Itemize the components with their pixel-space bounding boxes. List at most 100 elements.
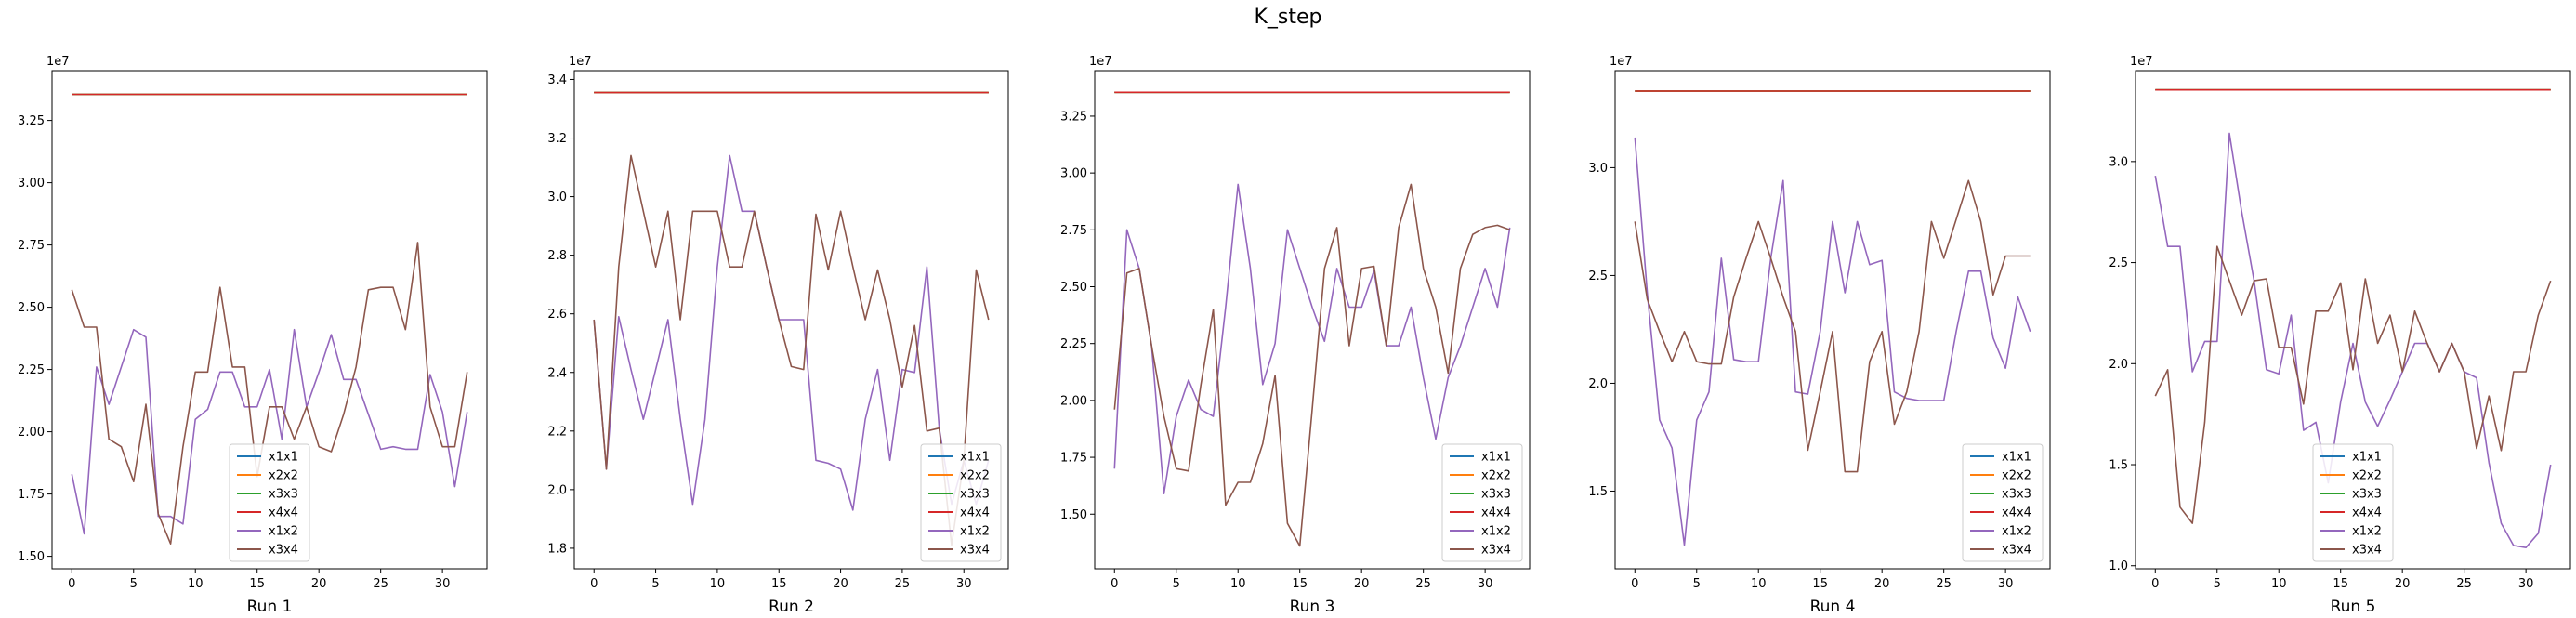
x-tick-label: 5 [130,577,138,591]
legend-label-x4x4: x4x4 [2002,506,2031,520]
y-tick-label: 1.50 [1060,508,1087,522]
legend-label-x1x2: x1x2 [960,525,990,539]
legend: x1x1 x2x2 x3x3 x4x4 x1x2 x3x4 [2312,443,2394,562]
axes-frame [2135,70,2571,570]
y-tick-label: 2.8 [547,249,567,263]
legend-label-x1x2: x1x2 [2002,525,2031,539]
legend-label-x3x3: x3x3 [2002,488,2031,502]
series-group [1113,91,1511,547]
subplot-run-2: 0 5 10 15 20 25 30 1.8 2.0 2.2 2.4 2.6 2.8 3.0 3.2 3.41… [547,55,1009,616]
y-tick-label: 3.0 [1588,162,1608,176]
y-tick-label: 1.75 [18,488,45,502]
y-tick-label: 3.4 [547,73,567,87]
subplot-title: Run 4 [1810,598,1856,616]
legend-label-x3x4: x3x4 [960,544,990,558]
x-tick-label: 20 [2395,577,2411,591]
axes-frame [573,70,1009,570]
x-tick-label: 30 [1478,577,1493,591]
series-group [71,93,468,546]
series-line-x1x2 [593,154,990,511]
y-tick-label: 3.00 [1060,167,1087,181]
series-line-x3x4 [2154,245,2552,524]
legend-label-x1x1: x1x1 [269,451,298,465]
x-tick-label: 10 [188,577,204,591]
y-tick-label: 2.0 [2109,358,2128,372]
y-offset-label: 1e7 [2130,55,2153,69]
x-tick-label: 15 [1812,577,1828,591]
y-offset-label: 1e7 [1089,55,1112,69]
x-tick-label: 15 [2333,577,2348,591]
x-tick-label: 5 [1693,577,1701,591]
y-tick-label: 2.50 [1060,281,1087,295]
x-tick-label: 20 [1354,577,1370,591]
subplot-title: Run 3 [1290,598,1335,616]
subplot-run-3: 0 5 10 15 20 25 30 1.50 1.75 2.00 2.25 2.50 2.75 3.00… [1060,55,1531,616]
y-tick-label: 2.0 [1588,377,1608,391]
subplot-title: Run 1 [247,598,293,616]
y-tick-label: 3.0 [2109,155,2128,169]
y-offset-label: 1e7 [569,55,592,69]
series-line-x3x4 [593,154,990,546]
x-tick-label: 10 [2271,577,2287,591]
legend-label-x2x2: x2x2 [269,469,298,483]
series-line-x1x2 [1113,183,1511,495]
legend-label-x4x4: x4x4 [269,506,298,520]
subplot-title: Run 2 [769,598,814,616]
legend: x1x1 x2x2 x3x3 x4x4 x1x2 x3x4 [920,443,1002,562]
y-tick-label: 2.75 [18,239,45,253]
y-tick-label: 2.4 [547,366,567,380]
series-line-x3x4 [1634,179,2031,473]
x-tick-label: 30 [435,577,451,591]
x-tick-label: 30 [956,577,972,591]
axes-frame [51,70,488,570]
y-tick-label: 3.25 [18,114,45,128]
y-tick-label: 2.6 [547,308,567,322]
x-tick-label: 5 [2214,577,2221,591]
x-tick-label: 0 [590,577,598,591]
y-tick-label: 2.00 [18,426,45,440]
legend-label-x1x2: x1x2 [2352,525,2382,539]
legend-label-x3x4: x3x4 [2002,544,2031,558]
y-tick-label: 1.50 [18,550,45,564]
x-tick-label: 15 [1292,577,1308,591]
legend-box [1441,443,1523,562]
x-tick-label: 15 [249,577,265,591]
y-tick-label: 1.5 [2109,459,2128,473]
y-tick-label: 3.00 [18,177,45,191]
legend-label-x4x4: x4x4 [960,506,990,520]
subplot-title: Run 5 [2331,598,2376,616]
legend-label-x3x3: x3x3 [2352,488,2382,502]
y-offset-label: 1e7 [1610,55,1633,69]
x-tick-label: 10 [1230,577,1246,591]
series-line-x1x2 [2154,132,2552,549]
legend-box [229,443,310,562]
x-tick-label: 25 [1415,577,1431,591]
legend-box [920,443,1002,562]
figure-title: K_step [1254,6,1322,29]
legend: x1x1 x2x2 x3x3 x4x4 x1x2 x3x4 [1962,443,2044,562]
y-offset-label: 1e7 [46,55,70,69]
y-tick-label: 2.00 [1060,394,1087,408]
x-tick-label: 25 [1936,577,1952,591]
y-tick-label: 2.2 [547,425,567,439]
subplot-run-1: 0 5 10 15 20 25 30 1.50 1.75 2.00 2.25 2.50 2.75 3.00… [18,55,488,616]
y-tick-label: 2.5 [2109,256,2128,270]
series-line-x1x2 [1634,137,2031,546]
x-tick-label: 25 [373,577,388,591]
legend-label-x1x1: x1x1 [1481,451,1511,465]
x-tick-label: 10 [1751,577,1767,591]
legend-label-x2x2: x2x2 [1481,469,1511,483]
x-tick-label: 20 [833,577,848,591]
subplot-run-4: 0 5 10 15 20 25 30 1.5 2.0 2.5 3.0 1e7 Run 4 x1x1 x2x2… [1588,55,2051,616]
x-tick-label: 0 [1631,577,1638,591]
legend: x1x1 x2x2 x3x3 x4x4 x1x2 x3x4 [229,443,310,562]
legend-label-x1x2: x1x2 [1481,525,1511,539]
x-tick-label: 0 [68,577,75,591]
legend-box [2312,443,2394,562]
y-tick-label: 1.75 [1060,452,1087,466]
x-tick-label: 25 [895,577,911,591]
y-tick-label: 2.75 [1060,224,1087,238]
legend-label-x4x4: x4x4 [1481,506,1511,520]
